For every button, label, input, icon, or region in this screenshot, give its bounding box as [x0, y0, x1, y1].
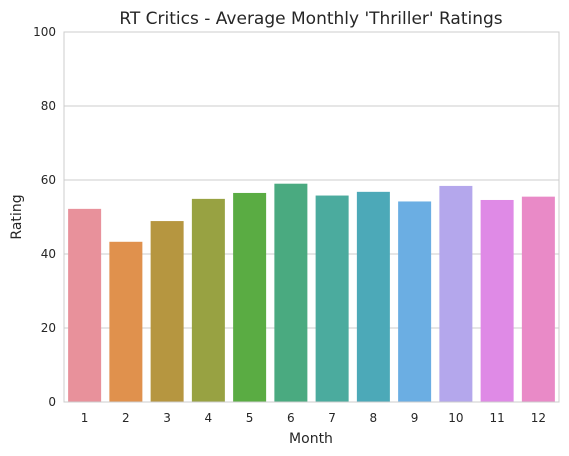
x-axis-label: Month: [289, 431, 333, 447]
bar-month-6: [274, 183, 308, 402]
x-tick-label: 1: [81, 411, 89, 425]
bar-month-10: [439, 185, 473, 402]
chart-title: RT Critics - Average Monthly 'Thriller' …: [119, 9, 502, 29]
y-tick-label: 40: [41, 247, 56, 261]
y-tick-label: 0: [48, 395, 56, 409]
gridlines: [64, 105, 559, 329]
bar-month-12: [521, 196, 555, 402]
x-tick-labels: 1 2 3 4 5 6 7 8 9 10 11 12: [81, 411, 546, 425]
x-tick-label: 10: [448, 411, 463, 425]
x-tick-label: 12: [531, 411, 546, 425]
plot-frame: [63, 31, 560, 403]
bar-month-5: [233, 192, 267, 402]
bar-month-2: [109, 241, 143, 402]
bar-month-1: [68, 208, 102, 402]
bar-month-9: [398, 201, 432, 402]
x-tick-label: 5: [246, 411, 254, 425]
x-tick-label: 8: [370, 411, 378, 425]
bar-month-7: [315, 195, 349, 402]
x-tick-label: 4: [205, 411, 213, 425]
x-tick-label: 7: [328, 411, 336, 425]
x-tick-label: 2: [122, 411, 130, 425]
y-axis-label: Rating: [9, 194, 25, 239]
x-tick-label: 6: [287, 411, 295, 425]
bar-month-3: [150, 221, 184, 402]
y-tick-label: 100: [33, 25, 56, 39]
x-tick-label: 11: [489, 411, 504, 425]
bars: [68, 183, 555, 402]
y-tick-label: 80: [41, 99, 56, 113]
bar-month-8: [356, 191, 390, 402]
bar-month-4: [191, 198, 225, 402]
bar-month-11: [480, 199, 514, 402]
y-tick-labels: 0 20 40 60 80 100: [33, 25, 56, 409]
y-tick-label: 60: [41, 173, 56, 187]
x-tick-label: 3: [163, 411, 171, 425]
x-tick-label: 9: [411, 411, 419, 425]
y-tick-label: 20: [41, 321, 56, 335]
